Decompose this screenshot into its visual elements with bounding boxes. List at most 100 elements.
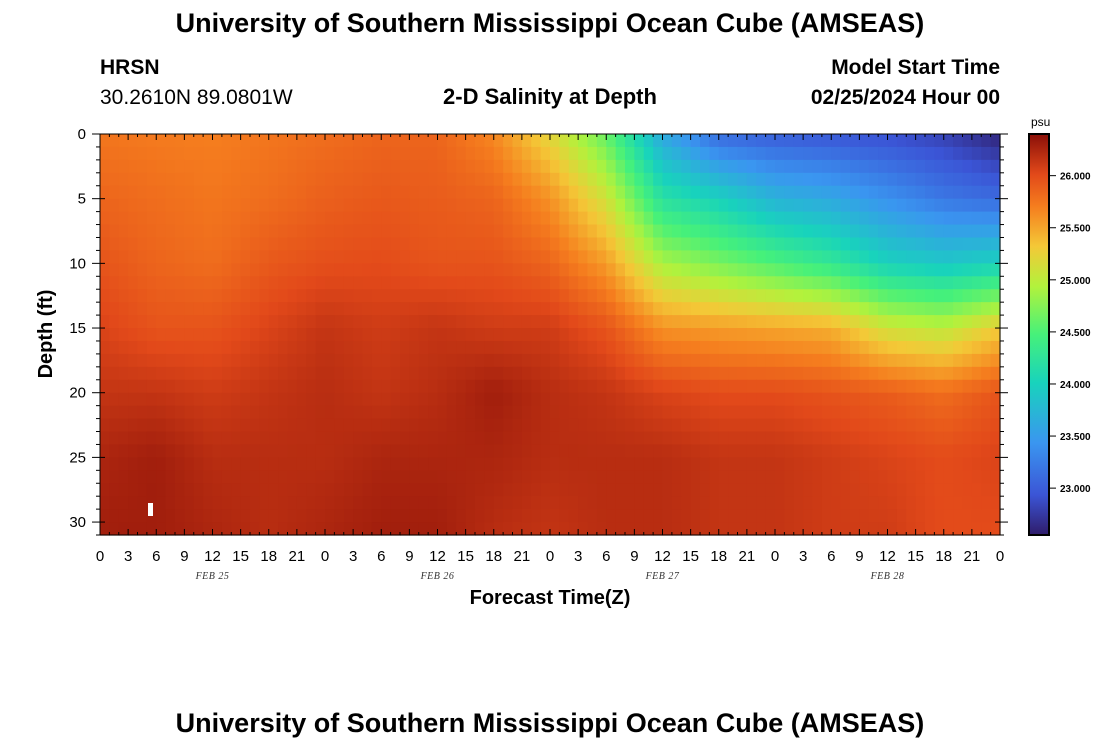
heatmap-cell (906, 302, 917, 316)
heatmap-cell (681, 134, 692, 148)
heatmap-cell (137, 328, 148, 342)
heatmap-cell (475, 289, 485, 303)
heatmap-cell (540, 211, 551, 226)
heatmap-cell (934, 159, 945, 174)
heatmap-cell (118, 134, 129, 148)
heatmap-cell (690, 237, 701, 252)
heatmap-cell (878, 185, 889, 200)
heatmap-cell (353, 237, 364, 252)
heatmap-cell (990, 496, 1001, 510)
heatmap-cell (803, 496, 814, 510)
heatmap-cell (371, 263, 382, 277)
heatmap-cell (868, 185, 879, 200)
heatmap-cell (934, 353, 945, 368)
heatmap-cell (400, 211, 410, 226)
heatmap-cell (503, 340, 514, 355)
heatmap-cell (868, 522, 879, 536)
heatmap-cell (568, 276, 579, 290)
x-tick-label: 9 (855, 548, 863, 565)
heatmap-cell (990, 185, 1001, 200)
heatmap-cell (578, 392, 589, 407)
heatmap-cell (390, 172, 401, 187)
heatmap-cell (746, 483, 757, 497)
heatmap-cell (231, 172, 242, 187)
heatmap-cell (137, 211, 148, 226)
heatmap-cell (887, 340, 898, 355)
heatmap-cell (418, 431, 429, 446)
heatmap-cell (625, 237, 635, 252)
heatmap-cell (203, 509, 214, 523)
heatmap-cell (193, 509, 204, 523)
heatmap-cell (728, 185, 739, 200)
heatmap-cell (971, 315, 982, 329)
heatmap-cell (812, 302, 823, 316)
model-start-label: Model Start Time (831, 56, 1000, 79)
heatmap-cell (606, 470, 617, 484)
heatmap-cell (690, 431, 701, 446)
heatmap-cell (381, 392, 392, 407)
heatmap-cell (531, 457, 542, 471)
heatmap-cell (334, 315, 345, 329)
heatmap-cell (240, 302, 251, 316)
heatmap-cell (128, 302, 139, 316)
heatmap-cell (306, 379, 317, 394)
heatmap-cell (156, 509, 167, 523)
heatmap-cell (409, 237, 420, 252)
heatmap-cell (728, 444, 739, 458)
heatmap-cell (465, 185, 476, 200)
heatmap-cell (625, 211, 635, 226)
heatmap-cell (634, 483, 645, 497)
heatmap-cell (118, 302, 129, 316)
heatmap-cell (268, 496, 279, 510)
heatmap-cell (475, 211, 485, 226)
heatmap-cell (878, 315, 889, 329)
heatmap-cell (878, 483, 889, 497)
heatmap-cell (362, 431, 373, 446)
heatmap-cell (596, 237, 607, 252)
heatmap-cell (184, 522, 195, 536)
heatmap-cell (118, 444, 129, 458)
heatmap-cell (484, 146, 495, 161)
heatmap-cell (493, 379, 504, 394)
heatmap-cell (259, 198, 270, 213)
heatmap-cell (409, 496, 420, 510)
heatmap-cell (428, 457, 439, 471)
heatmap-cell (662, 159, 673, 174)
heatmap-cell (615, 263, 626, 277)
heatmap-cell (653, 353, 664, 368)
heatmap-cell (240, 470, 251, 484)
heatmap-cell (531, 470, 542, 484)
heatmap-cell (878, 198, 889, 213)
heatmap-cell (503, 509, 514, 523)
heatmap-cell (353, 340, 364, 355)
heatmap-cell (784, 185, 795, 200)
heatmap-cell (268, 172, 279, 187)
heatmap-cell (315, 392, 326, 407)
heatmap-cell (756, 159, 767, 174)
heatmap-cell (709, 250, 720, 264)
heatmap-cell (803, 134, 814, 148)
heatmap-cell (643, 302, 654, 316)
heatmap-cell (240, 185, 251, 200)
heatmap-cell (475, 444, 485, 458)
heatmap-cell (353, 198, 364, 213)
heatmap-cell (681, 172, 692, 187)
heatmap-cell (371, 444, 382, 458)
heatmap-cell (540, 172, 551, 187)
heatmap-cell (240, 289, 251, 303)
heatmap-cell (765, 366, 776, 381)
heatmap-cell (784, 470, 795, 484)
heatmap-cell (812, 159, 823, 174)
heatmap-cell (100, 211, 110, 226)
heatmap-cell (887, 185, 898, 200)
heatmap-cell (990, 470, 1001, 484)
heatmap-cell (981, 405, 992, 420)
heatmap-cell (381, 444, 392, 458)
heatmap-cell (690, 392, 701, 407)
heatmap-cell (934, 146, 945, 161)
heatmap-cell (615, 483, 626, 497)
heatmap-cell (343, 211, 354, 226)
heatmap-cell (343, 159, 354, 174)
y-tick-label: 0 (78, 126, 86, 143)
heatmap-cell (521, 496, 532, 510)
